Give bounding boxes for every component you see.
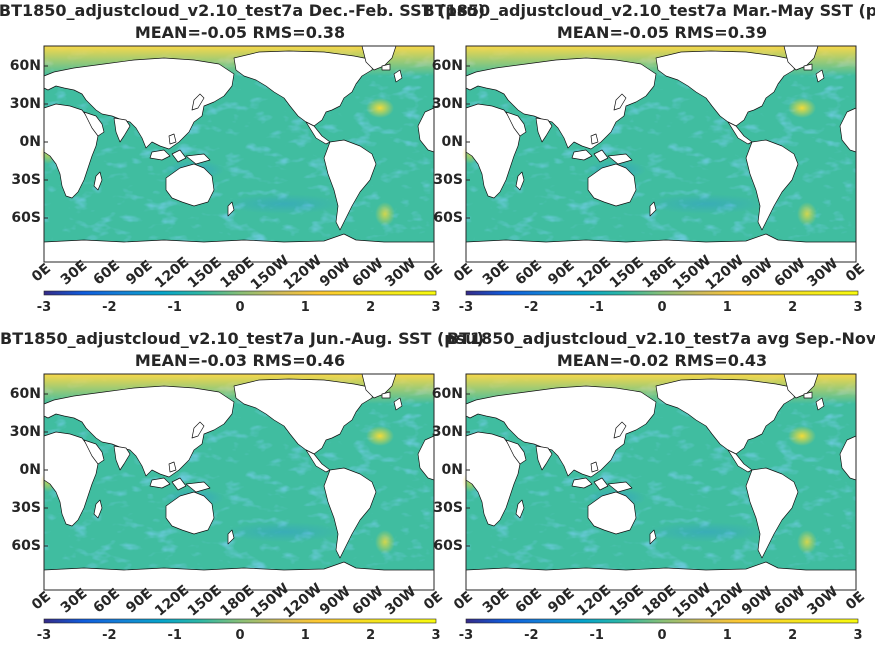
colorbar-tick-label: -2 xyxy=(102,628,116,643)
lat-tick-label: 0N xyxy=(442,462,463,478)
sst-heatmap xyxy=(462,46,856,262)
colorbar-tick-label: 2 xyxy=(366,628,375,643)
colorbar-tick-label: -1 xyxy=(167,300,181,315)
colorbar-tick-label: -3 xyxy=(459,628,473,643)
colorbar-tick-label: -2 xyxy=(524,628,538,643)
colorbar-tick-label: 0 xyxy=(235,300,244,315)
colorbar-tick-label: 1 xyxy=(301,300,310,315)
lat-tick-label: 60N xyxy=(432,58,463,74)
colorbar xyxy=(465,290,859,296)
lat-tick-label: 30N xyxy=(10,424,41,440)
colorbar-tick-label: -3 xyxy=(37,300,51,315)
lat-tick-label: 60N xyxy=(10,386,41,402)
lat-tick-label: 60N xyxy=(10,58,41,74)
lat-tick-label: 30S xyxy=(433,500,463,516)
panel-title: BT1850_adjustcloud_v2.10_test7a Dec.-Feb… xyxy=(0,1,485,20)
colorbar-tick-label: 3 xyxy=(853,628,862,643)
colorbar-tick-label: 1 xyxy=(301,628,310,643)
colorbar-tick-label: 0 xyxy=(235,628,244,643)
colorbar xyxy=(43,618,437,624)
colorbar-tick-label: 1 xyxy=(723,300,732,315)
lat-tick-label: 0N xyxy=(20,462,41,478)
panel-stats: MEAN=-0.05 RMS=0.39 xyxy=(557,23,767,42)
colorbar-tick-label: 3 xyxy=(431,300,440,315)
sst-heatmap xyxy=(462,374,856,590)
colorbar-tick-label: 0 xyxy=(657,628,666,643)
colorbar-tick-label: -2 xyxy=(524,300,538,315)
lon-tick-label: 0E xyxy=(451,261,476,286)
lat-tick-label: 0N xyxy=(20,134,41,150)
panel-stats: MEAN=-0.03 RMS=0.46 xyxy=(135,351,345,370)
colorbar-tick-label: 0 xyxy=(657,300,666,315)
colorbar-tick-label: -1 xyxy=(167,628,181,643)
sst-heatmap xyxy=(40,46,434,262)
map-panel-1: BT1850_adjustcloud_v2.10_test7a Dec.-Feb… xyxy=(0,1,485,315)
colorbar-tick-label: 2 xyxy=(366,300,375,315)
colorbar-tick-label: 2 xyxy=(788,300,797,315)
colorbar-tick-label: -2 xyxy=(102,300,116,315)
lat-tick-label: 30N xyxy=(10,96,41,112)
lat-tick-label: 30S xyxy=(11,500,41,516)
lon-tick-label: 0E xyxy=(421,589,446,614)
colorbar xyxy=(43,290,437,296)
sst-heatmap xyxy=(40,374,434,590)
panel-title: BT1850_adjustcloud_v2.10_test7a Mar.-May… xyxy=(423,1,875,20)
lat-tick-label: 60S xyxy=(11,210,41,226)
lat-tick-label: 60S xyxy=(11,538,41,554)
lat-tick-label: 0N xyxy=(442,134,463,150)
colorbar-tick-label: -3 xyxy=(459,300,473,315)
lat-tick-label: 30N xyxy=(432,96,463,112)
lon-tick-label: 0E xyxy=(451,589,476,614)
lat-tick-label: 60N xyxy=(432,386,463,402)
lon-tick-label: 0E xyxy=(421,261,446,286)
lat-tick-label: 60S xyxy=(433,538,463,554)
map-panel-2: BT1850_adjustcloud_v2.10_test7a Mar.-May… xyxy=(423,1,875,315)
colorbar xyxy=(465,618,859,624)
lon-tick-label: 0E xyxy=(29,261,54,286)
colorbar-tick-label: 2 xyxy=(788,628,797,643)
colorbar-tick-label: -1 xyxy=(589,628,603,643)
panel-stats: MEAN=-0.02 RMS=0.43 xyxy=(557,351,767,370)
colorbar-tick-label: 3 xyxy=(853,300,862,315)
colorbar-tick-label: 1 xyxy=(723,628,732,643)
lon-tick-label: 0E xyxy=(843,589,868,614)
panel-title: BT1850_adjustcloud_v2.10_test7a avg Sep.… xyxy=(447,329,875,348)
lat-tick-label: 30S xyxy=(433,172,463,188)
panel-stats: MEAN=-0.05 RMS=0.38 xyxy=(135,23,345,42)
lon-tick-label: 0E xyxy=(843,261,868,286)
lat-tick-label: 60S xyxy=(433,210,463,226)
colorbar-tick-label: 3 xyxy=(431,628,440,643)
lat-tick-label: 30N xyxy=(432,424,463,440)
map-panel-4: BT1850_adjustcloud_v2.10_test7a avg Sep.… xyxy=(432,329,875,643)
map-panel-3: BT1850_adjustcloud_v2.10_test7a Jun.-Aug… xyxy=(0,329,484,643)
colorbar-tick-label: -3 xyxy=(37,628,51,643)
lat-tick-label: 30S xyxy=(11,172,41,188)
panel-title: BT1850_adjustcloud_v2.10_test7a Jun.-Aug… xyxy=(0,329,484,348)
colorbar-tick-label: -1 xyxy=(589,300,603,315)
lon-tick-label: 0E xyxy=(29,589,54,614)
